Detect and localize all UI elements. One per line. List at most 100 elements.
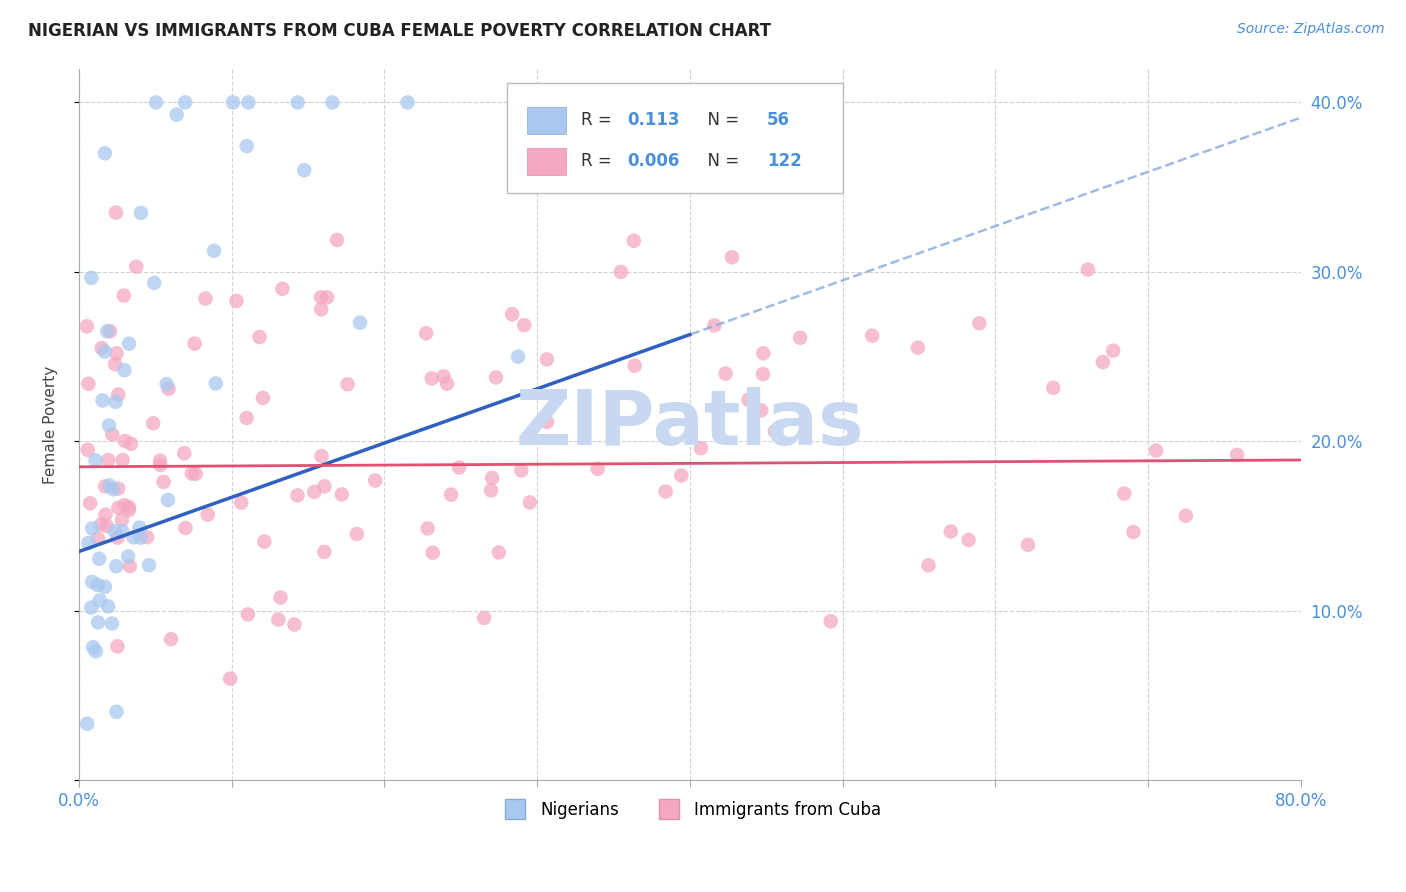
Point (157, 382, 180, 396)
Point (1017, 538, 1039, 552)
Point (314, 545, 336, 559)
Point (174, 95, 197, 110)
Point (654, 484, 676, 499)
Point (82, 574, 104, 589)
Point (1042, 381, 1064, 395)
Point (346, 527, 368, 541)
Point (145, 95, 167, 110)
Point (364, 474, 387, 488)
Point (82, 640, 104, 655)
Point (118, 503, 141, 517)
Point (104, 524, 127, 539)
Point (104, 357, 127, 371)
Point (1077, 262, 1099, 277)
Point (415, 326, 437, 341)
Point (314, 479, 336, 493)
Point (107, 482, 129, 496)
Point (96, 324, 118, 338)
Point (82, 521, 104, 535)
Point (519, 495, 541, 509)
Point (311, 449, 333, 463)
Point (143, 276, 166, 290)
Point (101, 616, 124, 631)
Point (94, 479, 117, 493)
Point (204, 376, 226, 391)
Point (623, 359, 645, 373)
Point (202, 244, 225, 258)
Point (1122, 524, 1144, 539)
Point (292, 163, 315, 178)
Point (436, 376, 458, 391)
Point (349, 316, 371, 330)
Point (253, 534, 276, 549)
Point (80, 600, 103, 615)
Point (752, 367, 775, 381)
Point (138, 558, 160, 573)
Point (76, 716, 98, 731)
Point (94, 580, 117, 594)
Point (111, 453, 134, 467)
Point (111, 524, 134, 538)
Point (156, 492, 179, 507)
Point (166, 108, 188, 122)
Point (118, 500, 141, 515)
Point (737, 392, 759, 407)
Point (422, 546, 444, 560)
Point (94, 344, 117, 359)
Point (194, 292, 217, 306)
Point (156, 377, 179, 392)
Point (703, 318, 725, 333)
Point (485, 370, 508, 384)
Point (321, 95, 343, 110)
Point (97, 453, 120, 467)
Point (77, 536, 100, 550)
Text: 122: 122 (766, 152, 801, 170)
Point (76, 319, 98, 334)
Point (252, 391, 274, 405)
Point (235, 139, 257, 153)
Point (690, 441, 713, 455)
Point (479, 483, 502, 498)
Point (420, 371, 443, 385)
Point (481, 471, 503, 485)
Point (763, 425, 786, 439)
Point (112, 498, 135, 512)
Point (620, 95, 643, 110)
Point (612, 95, 634, 110)
Point (326, 233, 349, 247)
Point (87, 615, 110, 630)
Point (125, 260, 148, 274)
Point (160, 632, 183, 647)
Point (721, 250, 744, 264)
Point (225, 293, 247, 308)
Point (1174, 508, 1197, 523)
Text: ZIPatlas: ZIPatlas (516, 387, 865, 461)
Point (957, 533, 980, 547)
Point (309, 290, 332, 304)
Point (128, 521, 150, 535)
Point (118, 559, 141, 574)
Point (76, 442, 98, 457)
Point (396, 95, 419, 110)
Point (105, 705, 128, 719)
Point (304, 484, 326, 499)
Point (129, 531, 152, 545)
Point (107, 640, 129, 654)
Point (111, 513, 134, 527)
Point (104, 394, 127, 409)
Point (77, 376, 100, 391)
Point (87, 578, 110, 592)
Point (90, 517, 112, 532)
Point (112, 288, 135, 302)
Point (501, 307, 523, 321)
Point (173, 446, 195, 460)
Point (416, 521, 439, 535)
Point (107, 531, 129, 545)
Point (488, 545, 510, 559)
Point (84, 644, 107, 658)
Point (789, 331, 811, 345)
Point (149, 458, 172, 472)
Point (939, 524, 962, 539)
Point (105, 346, 128, 360)
Point (627, 95, 650, 110)
